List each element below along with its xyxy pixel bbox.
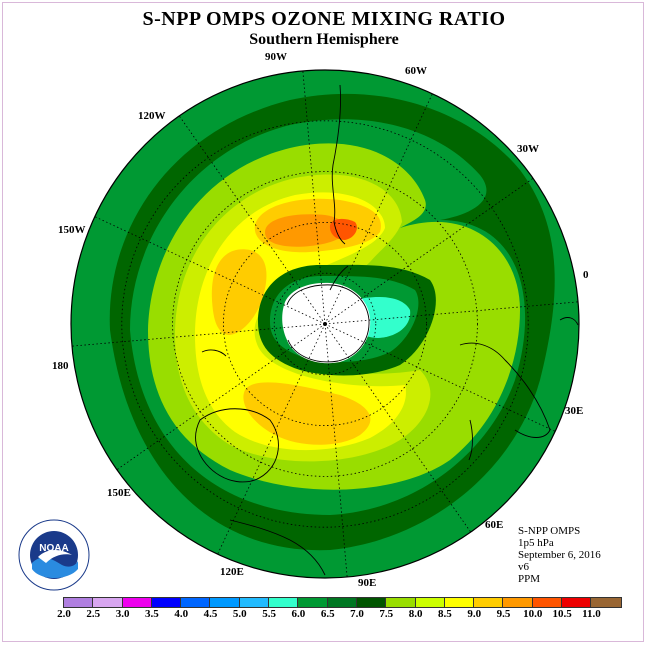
coast-madagascar (468, 419, 473, 461)
colorbar-tick-label: 5.0 (232, 608, 247, 620)
coastlines (195, 84, 579, 576)
colorbar-tick-label: 9.5 (496, 608, 511, 620)
coast-africa (459, 342, 551, 438)
colorbar-tick-label: 6.5 (320, 608, 335, 620)
colorbar-segment (562, 598, 592, 607)
colorbar-tick-label: 7.5 (379, 608, 394, 620)
info-version: v6 (518, 561, 529, 573)
map-border (70, 69, 580, 579)
colorbar-segment (151, 598, 182, 607)
colorbar-segment (64, 598, 94, 607)
lon-label-30e: 30E (565, 405, 583, 417)
colorbar-tick-label: 8.5 (438, 608, 452, 620)
colorbar-tick-label: 7.0 (350, 608, 364, 620)
latitude-circle (172, 171, 478, 477)
colorbar-tick-label: 8.0 (408, 608, 423, 620)
lon-label-30w: 30W (517, 143, 539, 155)
latitude-circle (121, 120, 529, 528)
colorbar-tick-label: 5.5 (262, 608, 276, 620)
info-units: PPM (518, 573, 541, 585)
colorbar-segment (122, 598, 152, 607)
lon-label-150e: 150E (107, 487, 131, 499)
colorbar-tick-label: 10.5 (552, 608, 572, 620)
coast-south-america (331, 84, 346, 245)
colorbar-tick-label: 3.0 (115, 608, 130, 620)
colorbar-segment (327, 598, 357, 607)
colorbar-segment (591, 598, 621, 607)
noaa-logo-icon: NOAA (18, 519, 90, 591)
colorbar-segment (532, 598, 563, 607)
colorbar-tick-label: 6.0 (291, 608, 306, 620)
figure-frame (2, 2, 644, 642)
colorbar-tick-label: 4.0 (174, 608, 189, 620)
colorbar-segment (269, 598, 299, 607)
latitude-circle (222, 221, 427, 426)
colorbar-segment (386, 598, 416, 607)
lon-label-120w: 120W (138, 110, 166, 122)
longitude-labels: 90W 60W 30W 0 30E 60E 90E 120E 150E 180 … (52, 51, 589, 589)
colorbar-segment (503, 598, 533, 607)
coast-indonesia (229, 519, 326, 576)
colorbar-segment (93, 598, 123, 607)
lon-label-120e: 120E (220, 566, 244, 578)
colorbar-tick-label: 9.0 (467, 608, 482, 620)
map-subtitle: Southern Hemisphere (249, 31, 399, 48)
lon-label-180: 180 (52, 360, 69, 372)
colorbar-segment (415, 598, 445, 607)
latitude-circle (273, 272, 377, 376)
colorbar-segment (298, 598, 328, 607)
lon-label-60w: 60W (405, 65, 427, 77)
colorbar-labels: 2.0 2.5 3.0 3.5 4.0 4.5 5.0 5.5 6.0 6.5 7.0 7.5 8.0 8… (0, 608, 648, 622)
colorbar-segment (210, 598, 240, 607)
info-level: 1p5 hPa (518, 537, 554, 549)
colorbar-tick-label: 4.5 (203, 608, 218, 620)
colorbar-segment (239, 598, 270, 607)
coast-east-africa (559, 317, 579, 326)
colorbar-tick-label: 10.0 (523, 608, 543, 620)
colorbar (63, 597, 622, 608)
field-band-gold-west (211, 249, 267, 335)
info-satellite: S-NPP OMPS (518, 525, 581, 537)
lon-label-150w: 150W (58, 224, 86, 236)
colorbar-segment (181, 598, 211, 607)
info-date: September 6, 2016 (518, 549, 601, 561)
coast-antarctica (286, 284, 370, 363)
lon-label-60e: 60E (485, 519, 503, 531)
coast-australia (195, 408, 279, 483)
colorbar-segment (474, 598, 504, 607)
colorbar-tick-label: 2.5 (86, 608, 101, 620)
colorbar-segment (444, 598, 475, 607)
ozone-field (71, 70, 579, 578)
coast-antarctic-peninsula (329, 265, 349, 291)
colorbar-segment (356, 598, 387, 607)
lon-label-0: 0 (583, 269, 589, 281)
graticule (71, 70, 579, 578)
lon-label-90w: 90W (265, 51, 287, 63)
info-block: S-NPP OMPS 1p5 hPa September 6, 2016 v6 … (518, 525, 601, 585)
colorbar-tick-label: 11.0 (582, 608, 601, 620)
map-title: S-NPP OMPS OZONE MIXING RATIO (142, 8, 506, 30)
coast-new-zealand (201, 349, 227, 357)
lon-label-90e: 90E (358, 577, 376, 589)
noaa-logo-label: NOAA (39, 543, 68, 554)
south-pole-dot (323, 322, 327, 326)
colorbar-tick-label: 3.5 (145, 608, 159, 620)
field-band-red-orange (329, 218, 357, 240)
colorbar-tick-label: 2.0 (57, 608, 71, 620)
field-band-orange (265, 214, 345, 247)
